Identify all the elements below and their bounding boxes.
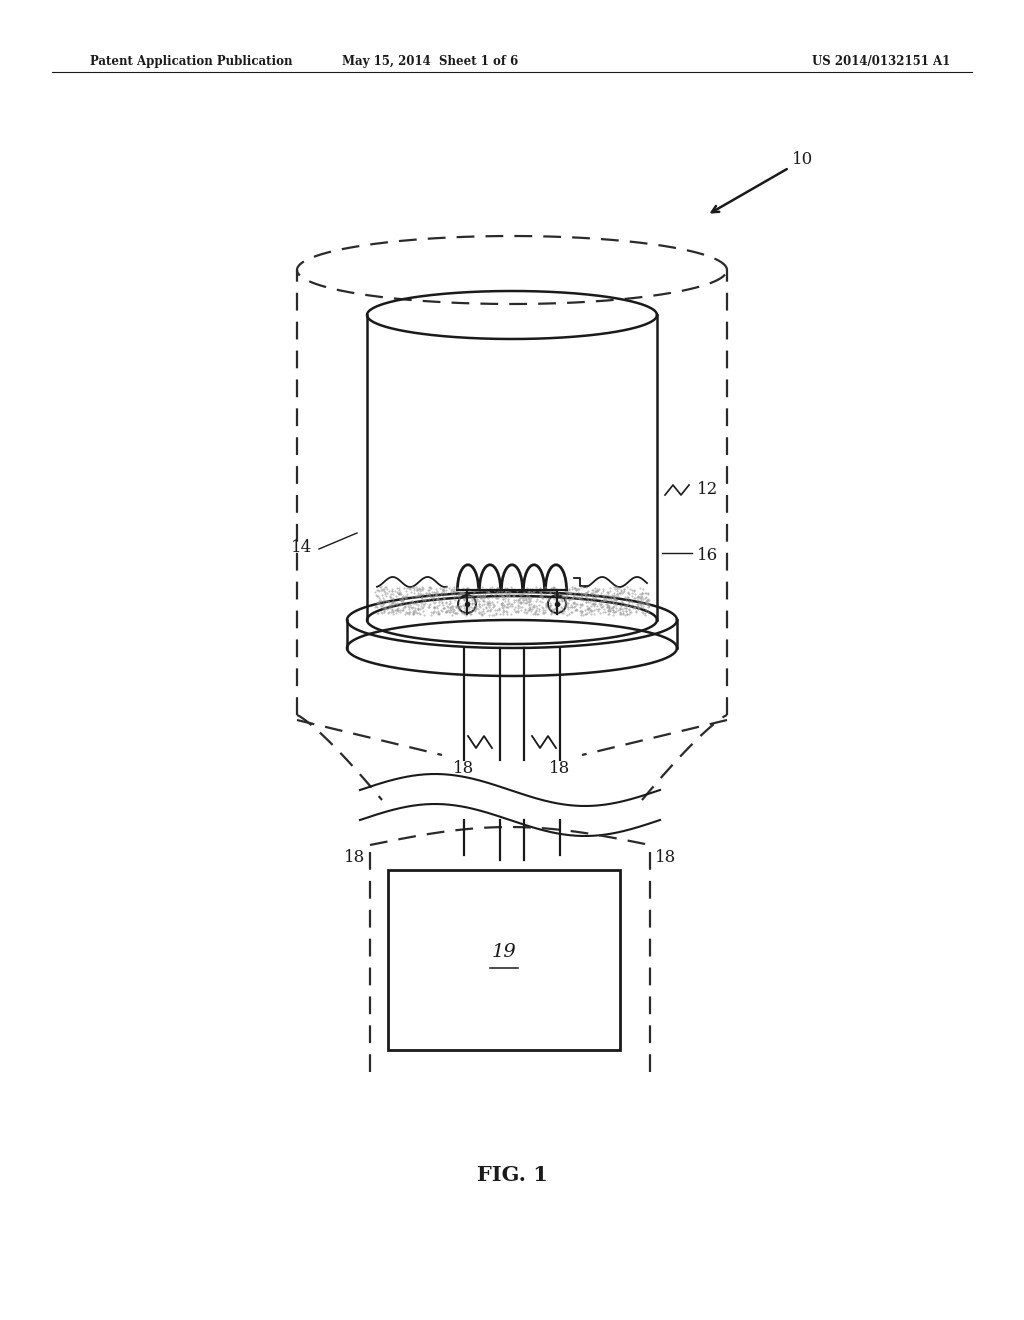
Text: 18: 18 bbox=[549, 760, 570, 777]
Text: Patent Application Publication: Patent Application Publication bbox=[90, 55, 293, 69]
Text: 18: 18 bbox=[454, 760, 475, 777]
Text: 18: 18 bbox=[655, 849, 676, 866]
Text: 12: 12 bbox=[697, 482, 718, 499]
Text: May 15, 2014  Sheet 1 of 6: May 15, 2014 Sheet 1 of 6 bbox=[342, 55, 518, 69]
Text: 16: 16 bbox=[697, 546, 718, 564]
Bar bbox=[388, 870, 620, 1049]
Text: 18: 18 bbox=[344, 849, 365, 866]
Text: 10: 10 bbox=[712, 152, 813, 213]
Text: FIG. 1: FIG. 1 bbox=[476, 1166, 548, 1185]
Text: US 2014/0132151 A1: US 2014/0132151 A1 bbox=[812, 55, 950, 69]
Text: 14: 14 bbox=[291, 539, 312, 556]
Text: 19: 19 bbox=[492, 942, 516, 961]
